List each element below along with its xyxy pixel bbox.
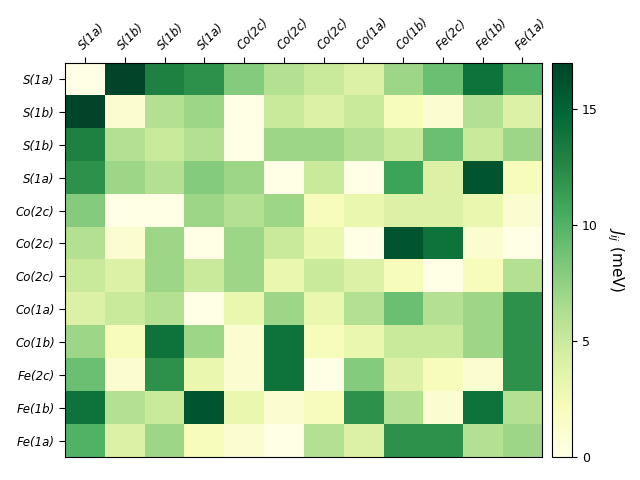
- Y-axis label: $J_{ij}$ (meV): $J_{ij}$ (meV): [605, 227, 625, 293]
